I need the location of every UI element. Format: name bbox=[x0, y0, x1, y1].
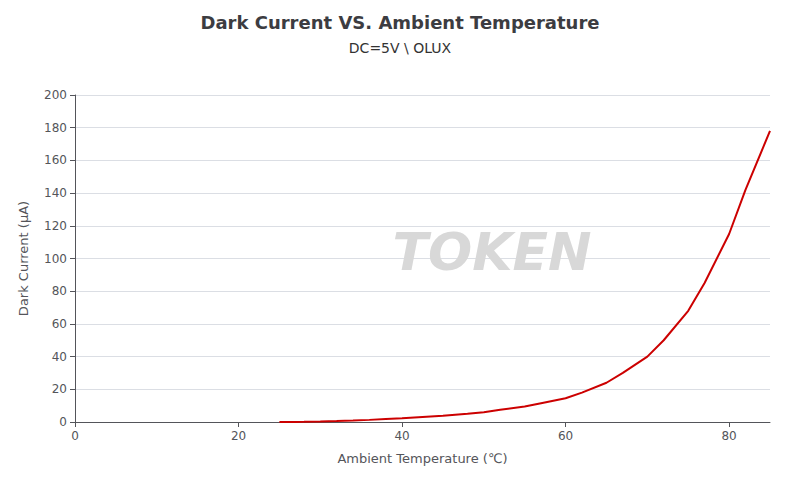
svg-text:Ambient Temperature (℃): Ambient Temperature (℃) bbox=[337, 451, 507, 466]
svg-text:120: 120 bbox=[44, 219, 67, 233]
svg-text:40: 40 bbox=[394, 429, 409, 443]
svg-text:40: 40 bbox=[52, 350, 67, 364]
svg-text:80: 80 bbox=[52, 284, 67, 298]
svg-text:0: 0 bbox=[59, 415, 67, 429]
svg-text:20: 20 bbox=[231, 429, 246, 443]
svg-text:160: 160 bbox=[44, 153, 67, 167]
svg-text:TOKEN: TOKEN bbox=[392, 222, 591, 282]
svg-text:80: 80 bbox=[721, 429, 736, 443]
svg-text:20: 20 bbox=[52, 382, 67, 396]
svg-text:180: 180 bbox=[44, 121, 67, 135]
svg-text:Dark Current (μA): Dark Current (μA) bbox=[16, 201, 31, 316]
svg-text:0: 0 bbox=[71, 429, 79, 443]
svg-text:DC=5V \ OLUX: DC=5V \ OLUX bbox=[349, 40, 452, 56]
svg-text:Dark Current VS. Ambient Tempe: Dark Current VS. Ambient Temperature bbox=[201, 12, 600, 33]
svg-text:140: 140 bbox=[44, 186, 67, 200]
svg-text:200: 200 bbox=[44, 88, 67, 102]
svg-text:60: 60 bbox=[558, 429, 573, 443]
svg-text:60: 60 bbox=[52, 317, 67, 331]
svg-text:100: 100 bbox=[44, 252, 67, 266]
